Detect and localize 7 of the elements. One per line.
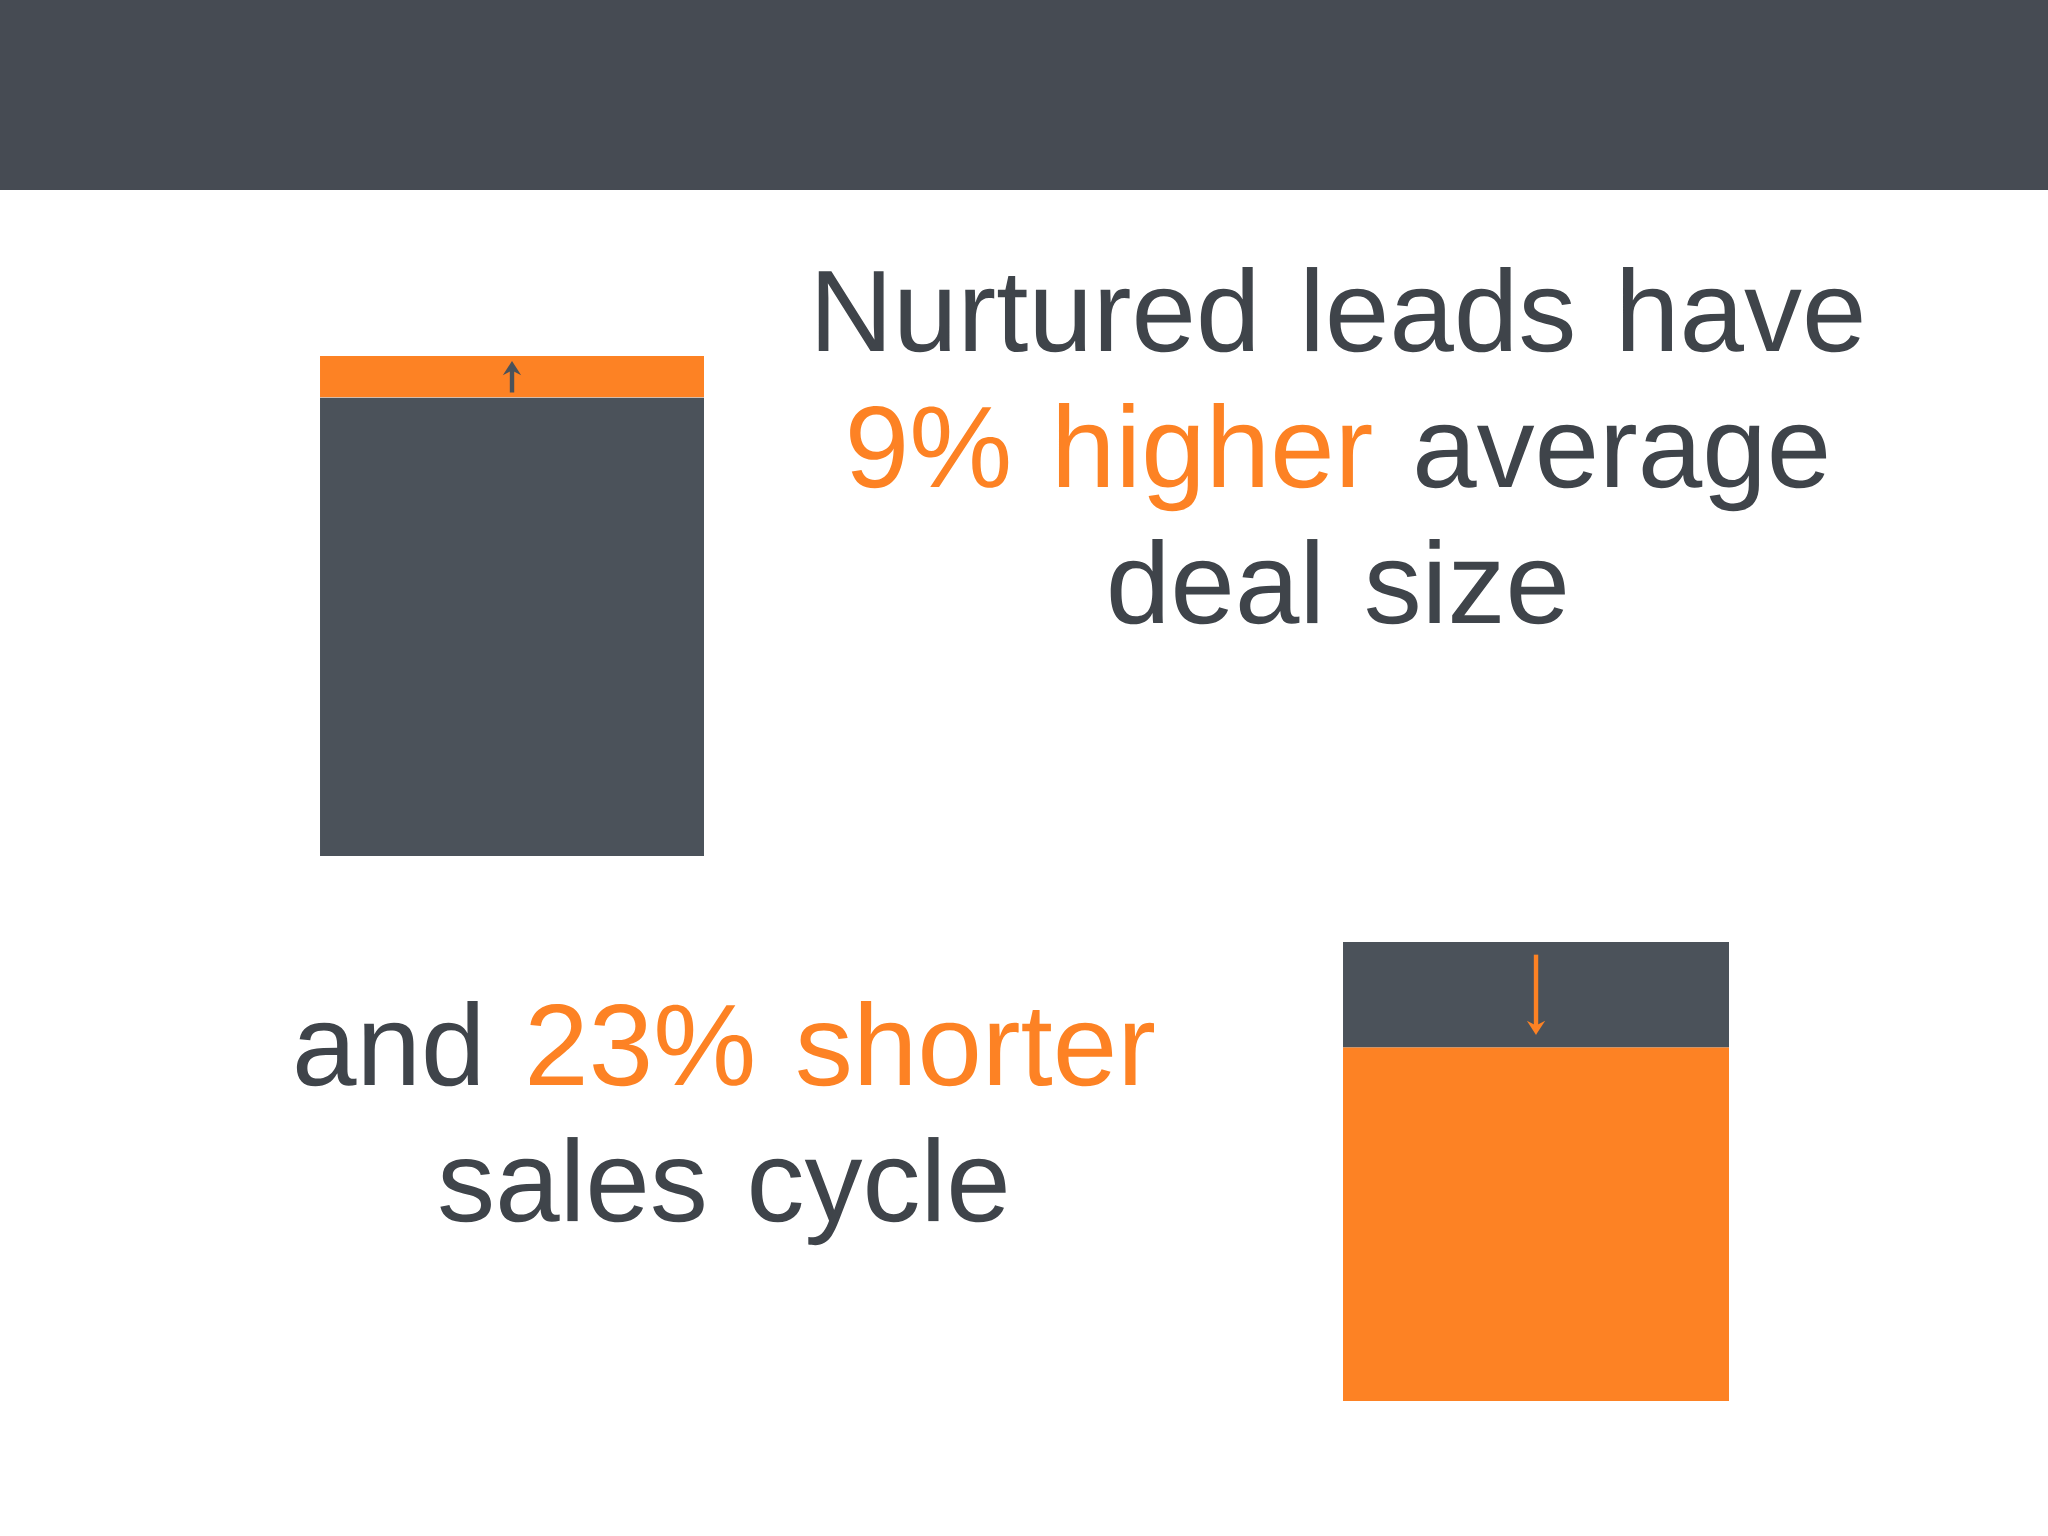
text: Nurtured leads have xyxy=(818,267,1862,353)
annotation: average xyxy=(1417,424,1827,512)
annotation: 23% shorter xyxy=(530,1001,1154,1087)
annotation: deal size xyxy=(1110,539,1565,625)
annotation: sales cycle xyxy=(440,1137,1006,1246)
annotation: 9% higher xyxy=(850,403,1372,512)
annotation: and xyxy=(296,1001,478,1087)
